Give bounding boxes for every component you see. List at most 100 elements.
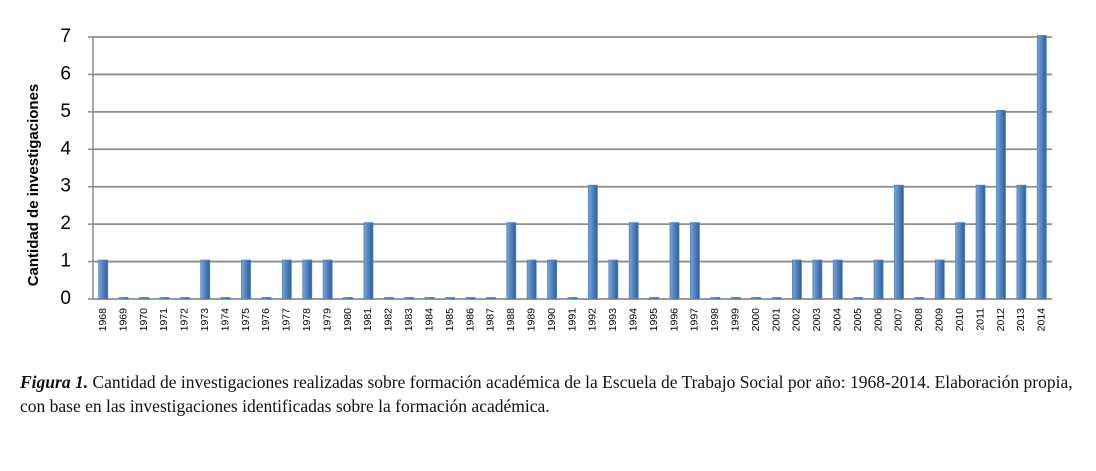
x-tick-label: 2012 — [995, 308, 1007, 332]
bar — [445, 297, 455, 300]
bar — [424, 297, 435, 300]
caption-label: Figura 1. — [20, 372, 89, 392]
x-tick-label: 1973 — [199, 308, 211, 332]
x-tick-label: 2007 — [893, 308, 905, 332]
x-tick-label: 2006 — [872, 308, 884, 332]
x-tick-label: 1980 — [342, 308, 354, 332]
y-tick-label: 1 — [60, 251, 71, 272]
x-tick-label: 2008 — [913, 308, 925, 332]
caption: Figura 1. Cantidad de investigaciones re… — [20, 370, 1080, 418]
chart: Cantidad de investigaciones 0 1 2 3 4 5 6 7 1968… — [25, 26, 1052, 332]
bar — [179, 297, 190, 300]
x-tick-label: 1999 — [730, 308, 742, 332]
y-tick-label: 6 — [60, 63, 71, 84]
x-tick-label: 1986 — [464, 308, 476, 332]
bar — [261, 297, 272, 300]
x-tick-label: 2005 — [852, 308, 864, 332]
x-tick-label: 1984 — [423, 308, 435, 332]
x-tick-label: 2010 — [954, 308, 966, 332]
bar — [118, 297, 129, 300]
bar — [200, 259, 211, 300]
x-tick-label: 1993 — [607, 308, 619, 332]
bar — [302, 259, 313, 300]
bar — [873, 259, 884, 300]
x-tick-label: 1972 — [179, 308, 191, 332]
x-tick-label: 2000 — [750, 308, 762, 332]
x-tick-label: 1989 — [525, 308, 537, 332]
bar — [608, 259, 619, 300]
x-tick-label: 1977 — [281, 308, 293, 332]
x-tick-label: 2004 — [832, 308, 844, 332]
x-tick-label: 1995 — [648, 308, 660, 332]
bar — [690, 222, 700, 300]
bar — [220, 297, 231, 300]
bar — [485, 297, 496, 300]
bar — [98, 259, 109, 300]
caption-text: Cantidad de investigaciones realizadas s… — [20, 372, 1073, 416]
x-tick-label: 1975 — [240, 308, 252, 332]
bar — [751, 297, 762, 300]
x-tick-label: 1981 — [362, 308, 374, 332]
bar — [996, 109, 1006, 300]
bar — [812, 259, 823, 300]
x-tick-label: 2013 — [1015, 308, 1027, 332]
x-tick-label: 1969 — [117, 308, 129, 332]
bar — [669, 222, 680, 300]
x-tick-label: 1990 — [546, 308, 558, 332]
bar — [771, 297, 782, 300]
bar — [159, 297, 170, 300]
bar — [975, 184, 986, 300]
bar — [139, 297, 149, 300]
bar — [383, 297, 394, 300]
x-tick-label: 1983 — [403, 308, 415, 332]
x-tick-label: 1974 — [219, 308, 231, 332]
bar — [1016, 184, 1027, 300]
y-tick-label: 2 — [60, 213, 71, 234]
x-tick-label: 1970 — [138, 308, 150, 332]
x-tick-label: 1996 — [668, 308, 680, 332]
x-tick-label: 1994 — [627, 308, 639, 332]
x-tick-label: 1978 — [301, 308, 313, 332]
bar — [955, 222, 966, 300]
bar — [730, 297, 741, 300]
x-tick-label: 1991 — [566, 308, 578, 332]
bar — [853, 297, 864, 300]
y-tick-label: 3 — [60, 176, 71, 197]
x-tick-label: 1988 — [505, 308, 517, 332]
bar — [241, 259, 251, 300]
x-tick-label: 1976 — [260, 308, 272, 332]
x-tick-label: 2014 — [1036, 308, 1048, 332]
x-tick-label: 1968 — [97, 308, 109, 332]
bar — [465, 297, 476, 300]
bar — [894, 184, 904, 300]
bar — [506, 222, 517, 300]
x-tick-label: 2001 — [770, 308, 782, 332]
bar — [649, 297, 660, 300]
x-tick-label: 1992 — [587, 308, 599, 332]
y-tick-label: 5 — [60, 101, 71, 122]
x-tick-label: 2009 — [934, 308, 946, 332]
x-tick-label: 1997 — [689, 308, 701, 332]
bar — [363, 222, 374, 300]
bar — [710, 297, 721, 300]
bar — [526, 259, 537, 300]
bar — [281, 259, 292, 300]
bar — [404, 297, 415, 300]
y-tick-label: 0 — [60, 288, 71, 309]
y-tick-label: 4 — [60, 138, 71, 159]
bar — [322, 259, 333, 300]
x-tick-label: 1971 — [158, 308, 170, 332]
x-tick-label: 1998 — [709, 308, 721, 332]
y-tick-label: 7 — [60, 26, 71, 47]
x-tick-label: 1982 — [383, 308, 395, 332]
bar — [832, 259, 843, 300]
x-tick-label: 1987 — [485, 308, 497, 332]
bar — [343, 297, 353, 300]
x-tick-label: 2011 — [974, 308, 986, 331]
x-tick-label: 2003 — [811, 308, 823, 332]
bar — [628, 222, 639, 300]
x-tick-label: 1979 — [321, 308, 333, 332]
bar — [792, 259, 802, 300]
bar — [914, 297, 925, 300]
y-axis-label: Cantidad de investigaciones — [25, 84, 42, 287]
